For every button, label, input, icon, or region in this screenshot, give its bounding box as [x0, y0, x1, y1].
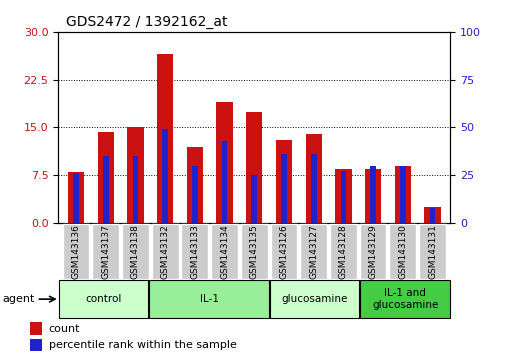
FancyBboxPatch shape [418, 224, 445, 279]
Bar [305, 134, 321, 223]
FancyBboxPatch shape [152, 224, 178, 279]
Text: control: control [85, 294, 121, 304]
Text: GSM143130: GSM143130 [397, 224, 407, 279]
Bar [30, 322, 41, 335]
Bar [275, 140, 291, 223]
Bar [73, 173, 79, 223]
Text: GSM143129: GSM143129 [368, 224, 377, 279]
Bar [97, 132, 114, 223]
Text: IL-1 and
glucosamine: IL-1 and glucosamine [371, 288, 437, 310]
Bar [370, 166, 375, 223]
Bar [216, 102, 232, 223]
FancyBboxPatch shape [359, 224, 386, 279]
FancyBboxPatch shape [329, 224, 356, 279]
FancyBboxPatch shape [211, 224, 237, 279]
Bar [68, 172, 84, 223]
Bar [340, 171, 345, 223]
FancyBboxPatch shape [181, 224, 208, 279]
Bar [429, 208, 434, 223]
Text: glucosamine: glucosamine [281, 294, 347, 304]
Bar [157, 54, 173, 223]
Text: GSM143134: GSM143134 [220, 224, 229, 279]
Bar [245, 112, 262, 223]
Bar [281, 154, 286, 223]
Bar [310, 154, 316, 223]
FancyBboxPatch shape [360, 280, 449, 318]
Text: GSM143138: GSM143138 [131, 224, 140, 279]
Text: GSM143133: GSM143133 [190, 224, 199, 279]
FancyBboxPatch shape [122, 224, 148, 279]
Text: GSM143127: GSM143127 [309, 224, 318, 279]
Bar [132, 156, 138, 223]
FancyBboxPatch shape [270, 224, 297, 279]
Text: percentile rank within the sample: percentile rank within the sample [48, 340, 236, 350]
Bar [424, 207, 440, 223]
FancyBboxPatch shape [63, 224, 89, 279]
Text: agent: agent [3, 294, 35, 304]
Bar [186, 147, 203, 223]
FancyBboxPatch shape [389, 224, 415, 279]
Bar [394, 166, 410, 223]
Bar [191, 166, 197, 223]
Text: GSM143135: GSM143135 [249, 224, 258, 279]
Text: GSM143126: GSM143126 [279, 224, 288, 279]
Bar [221, 141, 227, 223]
FancyBboxPatch shape [149, 280, 268, 318]
Text: GSM143132: GSM143132 [160, 224, 169, 279]
Bar [103, 156, 109, 223]
FancyBboxPatch shape [270, 280, 359, 318]
Text: count: count [48, 324, 80, 333]
Bar [399, 166, 405, 223]
Text: GSM143128: GSM143128 [338, 224, 347, 279]
Bar [30, 339, 41, 351]
FancyBboxPatch shape [92, 224, 119, 279]
Text: IL-1: IL-1 [199, 294, 218, 304]
Text: GSM143136: GSM143136 [71, 224, 80, 279]
Bar [251, 175, 257, 223]
Bar [334, 169, 351, 223]
FancyBboxPatch shape [300, 224, 326, 279]
FancyBboxPatch shape [240, 224, 267, 279]
Text: GSM143131: GSM143131 [427, 224, 436, 279]
Bar [162, 129, 168, 223]
Bar [127, 127, 143, 223]
Text: GSM143137: GSM143137 [101, 224, 110, 279]
Text: GDS2472 / 1392162_at: GDS2472 / 1392162_at [66, 16, 227, 29]
FancyBboxPatch shape [59, 280, 148, 318]
Bar [364, 169, 380, 223]
